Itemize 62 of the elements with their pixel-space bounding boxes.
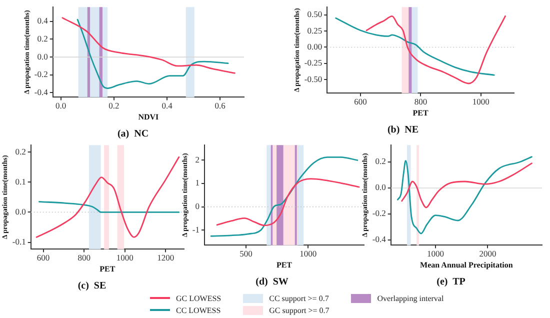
- y-tick-label: 0.2: [375, 156, 386, 166]
- x-tick-label: 1000: [472, 96, 490, 107]
- y-tick-label: 0.0: [15, 206, 26, 216]
- x-tick-label: 1000: [300, 248, 317, 259]
- y-tick-label: 0.25: [307, 25, 322, 36]
- line-series: [366, 15, 506, 84]
- x-tick-label: 600: [36, 252, 50, 263]
- y-tick-label: -0.50: [304, 74, 322, 84]
- y-tick-label: -0.25: [304, 58, 322, 68]
- x-axis-title: PET: [276, 260, 293, 270]
- y-tick-label: 0.2: [15, 146, 26, 156]
- x-axis-title: PET: [412, 108, 429, 118]
- x-tick-label: 0.6: [214, 100, 226, 111]
- y-tick-label: -0.4: [372, 234, 387, 244]
- legend-label: CC LOWESS: [176, 306, 221, 314]
- y-tick-label: 0: [195, 201, 200, 212]
- x-axis-title: Mean Annual Precipitation: [420, 260, 514, 270]
- x-tick-label: 1200: [157, 252, 174, 263]
- line-series: [401, 162, 532, 208]
- text: (a) NC: [117, 128, 149, 140]
- y-tick-label: -0.2: [34, 69, 48, 80]
- y-tick-label: 2: [195, 154, 200, 164]
- x-tick-label: 0.0: [56, 100, 66, 111]
- x-tick-label: 2000: [479, 248, 496, 259]
- y-tick-label: -0.4: [34, 86, 49, 97]
- line-series: [76, 18, 229, 89]
- y-tick-label: 0.0: [375, 182, 386, 192]
- y-tick-label: 0.4: [37, 16, 49, 26]
- x-tick-label: 600: [354, 96, 367, 107]
- x-axis-title: PET: [100, 264, 116, 274]
- line-series: [335, 17, 495, 76]
- x-tick-label: 800: [78, 252, 90, 263]
- line-series: [210, 156, 358, 237]
- x-tick-label: 1000: [116, 252, 134, 263]
- line-series: [62, 17, 236, 74]
- y-tick-label: 0.0: [37, 51, 48, 62]
- legend-label: GC LOWESS: [176, 294, 222, 302]
- legend-label: CC support >= 0.7: [269, 294, 329, 302]
- x-axis-title: NDVI: [138, 112, 159, 122]
- line-series: [216, 178, 360, 226]
- y-tick-label: -0.2: [372, 208, 386, 218]
- x-tick-label: 800: [414, 96, 428, 107]
- text: (c) SE: [78, 280, 106, 292]
- line-series: [38, 200, 180, 213]
- y-tick-label: -1: [192, 224, 200, 234]
- line-series: [397, 156, 532, 234]
- y-tick-label: 0.1: [15, 176, 26, 186]
- text: (d) SW: [256, 276, 288, 288]
- x-tick-label: 0.4: [162, 100, 174, 111]
- x-tick-label: 500: [240, 248, 252, 259]
- line-series: [36, 156, 180, 238]
- legend-label: Overlapping interval: [377, 294, 444, 302]
- y-tick-label: 0.00: [307, 41, 322, 52]
- y-tick-label: 0.2: [37, 33, 48, 44]
- text: (e) TP: [436, 276, 466, 288]
- y-tick-label: -0.1: [12, 236, 26, 247]
- legend-label: GC support >= 0.7: [269, 306, 330, 314]
- x-tick-label: 0.2: [108, 100, 120, 111]
- y-tick-label: 0.50: [307, 9, 322, 20]
- y-tick-label: 1: [195, 178, 200, 188]
- x-tick-label: 1000: [427, 248, 444, 259]
- text: (b) NE: [387, 124, 419, 136]
